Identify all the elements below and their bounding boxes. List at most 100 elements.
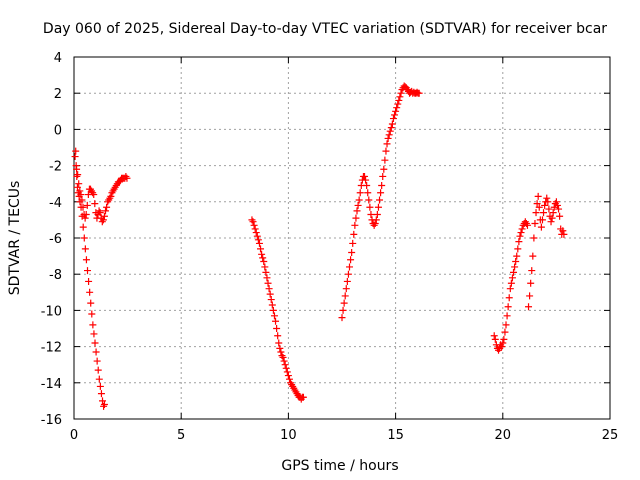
x-tick-label: 20 — [495, 428, 512, 443]
data-point — [84, 267, 92, 275]
data-point — [102, 207, 110, 215]
data-point — [251, 225, 259, 233]
x-tick-label: 0 — [70, 428, 78, 443]
data-point — [559, 227, 567, 235]
data-point — [393, 104, 401, 112]
data-point — [250, 221, 258, 229]
data-point — [299, 393, 307, 401]
data-point — [499, 339, 507, 347]
data-point — [365, 196, 373, 204]
y-tick-label: -10 — [41, 304, 62, 319]
data-point — [391, 111, 399, 119]
data-point — [281, 361, 289, 369]
data-point — [266, 290, 274, 298]
data-point — [510, 268, 518, 276]
data-point — [253, 232, 261, 240]
data-point — [527, 279, 535, 287]
data-point — [508, 274, 516, 282]
data-point — [80, 234, 88, 242]
data-point — [79, 223, 87, 231]
data-point — [267, 296, 275, 304]
data-point — [96, 382, 104, 390]
data-point — [97, 390, 105, 398]
data-point — [533, 200, 541, 208]
data-point — [544, 198, 552, 206]
data-point — [523, 221, 531, 229]
data-point — [284, 372, 292, 380]
y-tick-label: -2 — [49, 160, 62, 175]
data-point — [93, 357, 101, 365]
data-point — [366, 203, 374, 211]
data-point — [255, 239, 263, 247]
series-arc-1a — [71, 147, 108, 410]
axes-ticks: 0 5 10 15 20 25 -16 -14 -12 -10 -8 -6 -4 -2 0 2 4 — [41, 51, 619, 443]
data-point — [85, 277, 93, 285]
data-point — [74, 171, 82, 179]
data-point — [353, 207, 361, 215]
data-point — [535, 203, 543, 211]
data-point — [513, 252, 521, 260]
data-point — [552, 198, 560, 206]
data-point — [530, 234, 538, 242]
data-point — [531, 220, 539, 228]
data-point — [517, 229, 525, 237]
data-point — [347, 256, 355, 264]
data-point — [556, 212, 564, 220]
data-point — [387, 124, 395, 132]
data-point — [352, 214, 360, 222]
data-point — [346, 263, 354, 271]
data-point — [349, 239, 357, 247]
y-tick-label: 2 — [54, 87, 62, 102]
data-point — [394, 100, 402, 108]
data-point — [279, 353, 287, 361]
data-point — [498, 343, 506, 351]
y-tick-label: -12 — [41, 341, 62, 356]
data-point — [88, 310, 96, 318]
y-tick-label: -14 — [41, 377, 62, 392]
data-point — [261, 263, 269, 271]
data-point — [547, 218, 555, 226]
data-point — [490, 332, 498, 340]
data-point — [384, 134, 392, 142]
data-point — [103, 203, 111, 211]
data-point — [268, 301, 276, 309]
data-point — [378, 182, 386, 190]
data-point — [100, 212, 108, 220]
y-tick-label: -8 — [49, 268, 62, 283]
data-point — [338, 314, 346, 322]
data-point — [91, 339, 99, 347]
x-tick-label: 15 — [387, 428, 404, 443]
data-point — [73, 183, 81, 191]
data-points — [71, 82, 568, 410]
data-point — [339, 306, 347, 314]
data-point — [518, 225, 526, 233]
data-point — [343, 277, 351, 285]
x-axis-label: GPS time / hours — [281, 458, 398, 474]
data-point — [269, 306, 277, 314]
data-point — [272, 317, 280, 325]
data-point — [376, 196, 384, 204]
data-point — [386, 127, 394, 135]
data-point — [415, 89, 423, 97]
data-point — [532, 209, 540, 217]
data-point — [79, 203, 87, 211]
chart-title: Day 060 of 2025, Sidereal Day-to-day VTE… — [43, 21, 607, 37]
data-point — [274, 332, 282, 340]
data-point — [382, 147, 390, 155]
data-point — [560, 230, 568, 238]
data-point — [502, 321, 510, 329]
data-point — [507, 279, 515, 287]
y-tick-label: -4 — [49, 196, 62, 211]
data-point — [491, 335, 499, 343]
data-point — [275, 339, 283, 347]
data-point — [525, 303, 533, 311]
data-point — [500, 335, 508, 343]
data-point — [100, 401, 108, 409]
data-point — [351, 221, 359, 229]
data-point — [505, 294, 513, 302]
series-arc-1b — [73, 165, 131, 226]
series-arc-3 — [338, 82, 423, 322]
data-point — [515, 238, 523, 246]
data-point — [91, 200, 99, 208]
